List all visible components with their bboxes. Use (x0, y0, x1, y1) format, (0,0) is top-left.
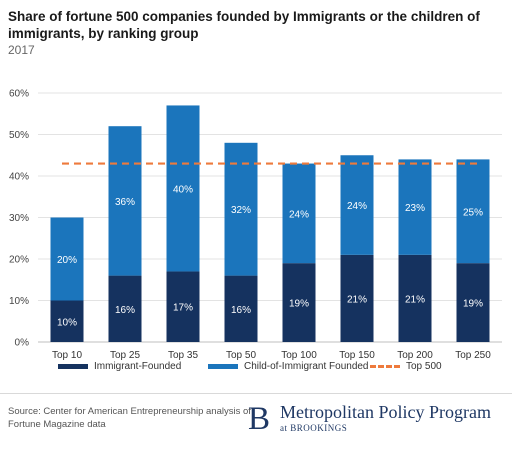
data-label: 36% (115, 197, 135, 208)
data-label: 21% (347, 294, 367, 305)
legend-label-top-500: Top 500 (406, 361, 442, 372)
data-label: 24% (289, 209, 309, 220)
bar-immigrant-founded (166, 271, 200, 342)
data-label: 21% (405, 294, 425, 305)
bar-immigrant-founded (282, 263, 316, 342)
bar-child-of-immigrant-founded (166, 105, 200, 272)
x-tick-label: Top 250 (455, 350, 491, 361)
legend-swatch-top-500 (370, 365, 400, 368)
legend-item-top-500: Top 500 (370, 361, 442, 372)
y-tick-label: 60% (9, 89, 29, 100)
brand-name: Metropolitan Policy Program (280, 402, 491, 422)
y-tick-label: 10% (9, 296, 29, 307)
legend-label-immigrant-founded: Immigrant-Founded (94, 361, 182, 372)
bar-child-of-immigrant-founded (340, 155, 374, 255)
bars: 10% 20% 16% 36% 17% 40% 16% 32% 19% 24% 21% 24% 21% 2… (50, 105, 490, 342)
data-label: 19% (463, 299, 483, 310)
bar-child-of-immigrant-founded (224, 142, 258, 276)
legend-label-child-of-immigrant-founded: Child-of-Immigrant Founded (244, 361, 369, 372)
bar-child-of-immigrant-founded (108, 126, 142, 276)
data-label: 25% (463, 207, 483, 218)
legend-item-child-of-immigrant-founded: Child-of-Immigrant Founded (208, 361, 369, 372)
bar-child-of-immigrant-founded (398, 159, 432, 255)
bar-immigrant-founded (398, 254, 432, 342)
brand-sub: at BROOKINGS (280, 423, 348, 433)
x-tick-label: Top 50 (226, 350, 256, 361)
y-tick-label: 20% (9, 255, 29, 266)
chart-title: Share of fortune 500 companies founded b… (8, 9, 480, 41)
data-label: 24% (347, 201, 367, 212)
legend-swatch-immigrant-founded (58, 364, 88, 369)
data-label: 32% (231, 205, 251, 216)
y-tick-label: 50% (9, 130, 29, 141)
legend: Immigrant-Founded Child-of-Immigrant Fou… (0, 361, 512, 377)
x-tick-label: Top 35 (168, 350, 198, 361)
bar-immigrant-founded (224, 275, 258, 342)
brookings-logo: B Metropolitan Policy Program at BROOKIN… (248, 402, 491, 436)
x-tick-label: Top 150 (339, 350, 375, 361)
footer-divider (0, 393, 512, 394)
chart-subtitle: 2017 (8, 43, 35, 57)
x-tick-label: Top 200 (397, 350, 433, 361)
bar-immigrant-founded (456, 263, 490, 342)
bar-immigrant-founded (108, 275, 142, 342)
brand-mark: B (248, 401, 271, 437)
x-axis: Top 10 Top 25 Top 35 Top 50 Top 100 Top 150 To… (52, 350, 491, 361)
bar-immigrant-founded (50, 300, 84, 342)
data-label: 16% (231, 305, 251, 316)
gridlines (38, 92, 502, 343)
data-label: 40% (173, 184, 193, 195)
data-label: 23% (405, 203, 425, 214)
data-label: 19% (289, 299, 309, 310)
y-tick-label: 30% (9, 213, 29, 224)
x-tick-label: Top 25 (110, 350, 140, 361)
bar-immigrant-founded (340, 254, 374, 342)
y-tick-label: 40% (9, 172, 29, 183)
data-label: 10% (57, 317, 77, 328)
source-note: Source: Center for American Entrepreneur… (8, 406, 251, 430)
bar-child-of-immigrant-founded (50, 217, 84, 301)
legend-swatch-child-of-immigrant-founded (208, 364, 238, 369)
bar-child-of-immigrant-founded (282, 163, 316, 264)
data-label: 17% (173, 303, 193, 314)
data-label: 16% (115, 305, 135, 316)
x-tick-label: Top 10 (52, 350, 82, 361)
y-axis: 0% 10% 20% 30% 40% 50% 60% (9, 89, 29, 349)
data-label: 20% (57, 255, 77, 266)
y-tick-label: 0% (15, 338, 30, 349)
legend-item-immigrant-founded: Immigrant-Founded (58, 361, 181, 372)
x-tick-label: Top 100 (281, 350, 317, 361)
bar-child-of-immigrant-founded (456, 159, 490, 264)
